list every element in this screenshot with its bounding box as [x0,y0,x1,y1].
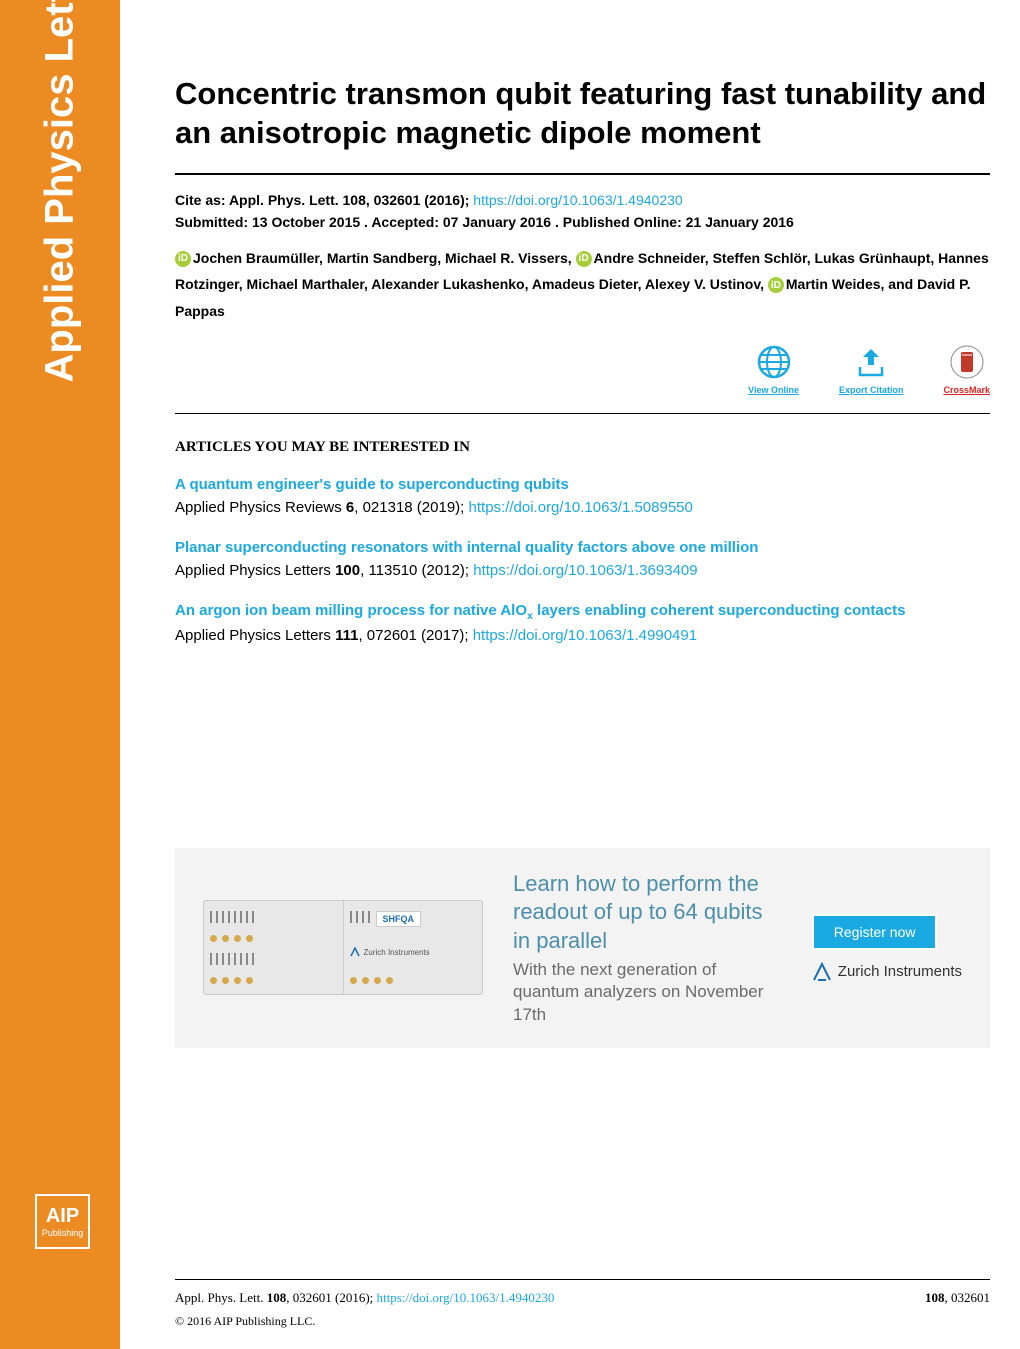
related-article: Planar superconducting resonators with i… [175,537,990,582]
related-article: An argon ion beam milling process for na… [175,600,990,647]
footer-divider [175,1279,990,1280]
publisher-logo-text: AIP [46,1205,79,1228]
related-suffix: , 113510 (2012); [360,562,473,579]
article-title: Concentric transmon qubit featuring fast… [175,75,990,153]
authors-seg1: Jochen Braumüller, Martin Sandberg, Mich… [193,250,576,266]
ad-sub: With the next generation of quantum anal… [513,959,782,1025]
related-journal: Applied Physics Letters [175,627,335,644]
view-online-label: View Online [748,385,799,395]
orcid-icon[interactable]: iD [175,251,191,267]
globe-icon [756,344,792,380]
footer-cite-vol: 108 [267,1290,287,1305]
related-vol: 6 [346,499,354,516]
cite-prefix: Cite as: Appl. Phys. Lett. [175,192,343,208]
divider [175,413,990,414]
footer-right-vol: 108 [925,1290,945,1305]
cite-volume: 108 [343,192,366,208]
footer-cite-suffix: , 032601 (2016); [286,1290,376,1305]
cite-suffix: , 032601 (2016); [366,192,473,208]
publisher-logo-sub: Publishing [42,1228,84,1238]
dates-line: Submitted: 13 October 2015 . Accepted: 0… [175,214,990,230]
related-journal: Applied Physics Letters [175,562,335,579]
publisher-logo[interactable]: AIP Publishing [35,1194,90,1249]
export-citation-button[interactable]: Export Citation [839,344,904,395]
crossmark-icon [949,344,985,380]
related-article: A quantum engineer's guide to supercondu… [175,474,990,519]
ad-zi-label: Zurich Instruments [364,948,430,957]
ad-zurich-logo: Zurich Instruments [812,962,962,982]
related-doi-link[interactable]: https://doi.org/10.1063/1.5089550 [469,499,693,516]
action-row: View Online Export Citation CrossMark [175,344,990,395]
register-now-button[interactable]: Register now [812,914,938,950]
ad-device-image: SHFQA Zurich Instruments [203,900,483,995]
doi-link[interactable]: https://doi.org/10.1063/1.4940230 [473,192,682,208]
view-online-button[interactable]: View Online [748,344,799,395]
related-title-post: layers enabling coherent superconducting… [533,602,906,619]
sidebar: Applied Physics Letters AIP Publishing [0,0,120,1349]
related-title-pre: An argon ion beam milling process for na… [175,602,527,619]
related-journal: Applied Physics Reviews [175,499,346,516]
ad-right: Register now Zurich Instruments [812,914,962,982]
related-title-link[interactable]: Planar superconducting resonators with i… [175,539,758,556]
related-vol: 100 [335,562,360,579]
ad-headline: Learn how to perform the readout of up t… [513,870,782,956]
related-doi-link[interactable]: https://doi.org/10.1063/1.3693409 [473,562,697,579]
related-heading: ARTICLES YOU MAY BE INTERESTED IN [175,439,990,456]
export-citation-label: Export Citation [839,385,904,395]
footer-doi-link[interactable]: https://doi.org/10.1063/1.4940230 [377,1290,555,1305]
main-content: Concentric transmon qubit featuring fast… [120,0,1020,1349]
ad-text: Learn how to perform the readout of up t… [513,870,782,1026]
authors: iDJochen Braumüller, Martin Sandberg, Mi… [175,245,990,325]
orcid-icon[interactable]: iD [576,251,592,267]
divider [175,173,990,175]
ad-device-label: SHFQA [376,911,422,927]
footer: Appl. Phys. Lett. 108, 032601 (2016); ht… [175,1279,990,1329]
related-title-link[interactable]: An argon ion beam milling process for na… [175,602,905,619]
advertisement[interactable]: SHFQA Zurich Instruments Learn how to pe… [175,848,990,1048]
related-title-link[interactable]: A quantum engineer's guide to supercondu… [175,476,569,493]
crossmark-label: CrossMark [943,385,990,395]
footer-cite-pre: Appl. Phys. Lett. [175,1290,267,1305]
ad-zurich-text: Zurich Instruments [838,963,962,980]
related-doi-link[interactable]: https://doi.org/10.1063/1.4990491 [473,627,697,644]
export-icon [853,344,889,380]
footer-line: Appl. Phys. Lett. 108, 032601 (2016); ht… [175,1290,990,1306]
journal-name: Applied Physics Letters [38,0,83,383]
citation-line: Cite as: Appl. Phys. Lett. 108, 032601 (… [175,190,990,211]
crossmark-button[interactable]: CrossMark [943,344,990,395]
footer-copyright: © 2016 AIP Publishing LLC. [175,1314,990,1329]
related-vol: 111 [335,627,358,644]
orcid-icon[interactable]: iD [768,277,784,293]
related-suffix: , 021318 (2019); [354,499,468,516]
footer-right-suffix: , 032601 [945,1290,991,1305]
ad-zi-small: Zurich Instruments [350,947,477,957]
related-suffix: , 072601 (2017); [358,627,472,644]
